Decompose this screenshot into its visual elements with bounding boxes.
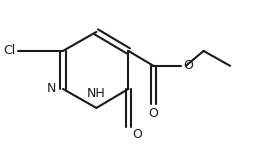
Text: N: N bbox=[47, 82, 56, 95]
Text: O: O bbox=[132, 128, 142, 141]
Text: O: O bbox=[148, 107, 158, 120]
Text: O: O bbox=[184, 59, 193, 72]
Text: Cl: Cl bbox=[3, 44, 16, 57]
Text: NH: NH bbox=[87, 87, 106, 100]
